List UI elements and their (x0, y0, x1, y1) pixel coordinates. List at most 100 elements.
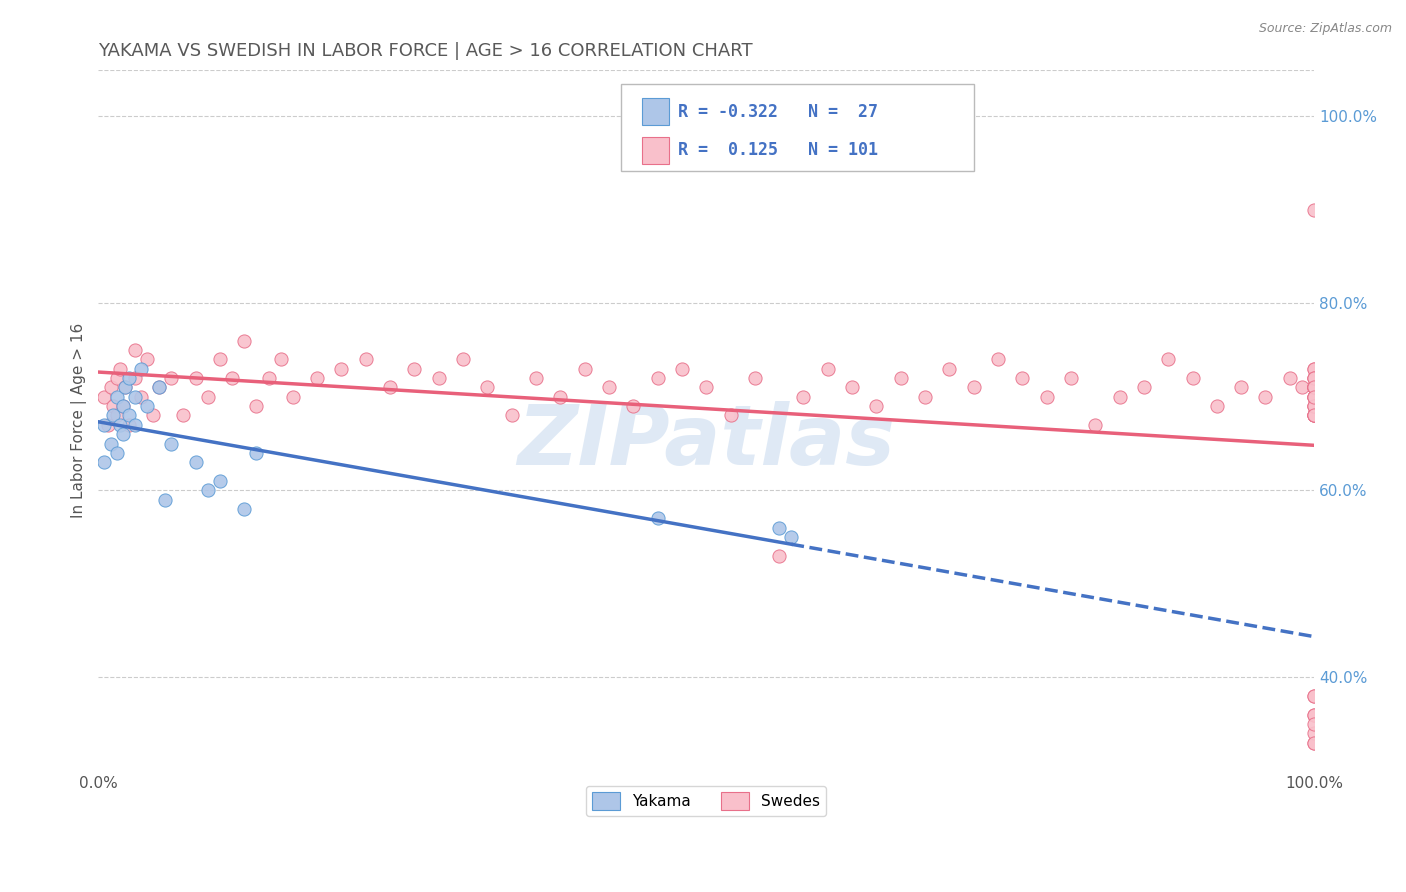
Point (1303, 409, 1326, 423)
Point (1303, 371, 1326, 385)
Point (1303, 689, 1326, 703)
Point (1181, 371, 1204, 385)
Point (1303, 409, 1326, 423)
Point (1230, 380, 1253, 394)
Point (1303, 399, 1326, 413)
Point (270, 352, 292, 367)
Point (695, 380, 717, 394)
Point (647, 371, 669, 385)
Point (427, 371, 450, 385)
Point (110, 417, 132, 432)
Point (598, 380, 620, 394)
Point (155, 492, 177, 507)
Point (129, 390, 152, 404)
Point (1303, 736, 1326, 750)
Point (208, 352, 231, 367)
Point (111, 399, 134, 413)
Point (1303, 390, 1326, 404)
Point (124, 371, 146, 385)
Point (105, 390, 128, 404)
Point (768, 549, 790, 563)
Point (1303, 736, 1326, 750)
Point (1303, 399, 1326, 413)
Point (621, 399, 644, 413)
Point (1303, 399, 1326, 413)
Point (1303, 390, 1326, 404)
Point (378, 380, 401, 394)
Point (963, 380, 986, 394)
Point (524, 371, 547, 385)
Point (1303, 409, 1326, 423)
Point (307, 371, 329, 385)
Point (404, 361, 426, 376)
Point (1084, 417, 1107, 432)
Point (129, 361, 152, 376)
Point (1205, 399, 1227, 413)
Point (105, 409, 128, 423)
Point (647, 511, 669, 525)
Point (118, 371, 141, 385)
Point (1303, 707, 1326, 722)
Point (1303, 380, 1326, 394)
Point (987, 352, 1010, 367)
Point (1157, 352, 1180, 367)
Point (841, 380, 863, 394)
Point (1303, 380, 1326, 394)
Point (330, 361, 353, 376)
Point (114, 380, 136, 394)
Point (136, 352, 159, 367)
Point (93, 455, 115, 469)
Point (100, 436, 122, 450)
Point (1303, 409, 1326, 423)
Point (780, 530, 803, 544)
Point (1303, 380, 1326, 394)
Point (105, 371, 128, 385)
Point (1303, 689, 1326, 703)
Point (281, 390, 304, 404)
Point (451, 352, 474, 367)
Point (105, 446, 128, 460)
Point (914, 390, 936, 404)
FancyBboxPatch shape (621, 84, 974, 171)
Text: ZIPatlas: ZIPatlas (517, 401, 896, 482)
Point (136, 399, 159, 413)
Legend: Yakama, Swedes: Yakama, Swedes (586, 786, 827, 815)
Point (110, 361, 132, 376)
Point (744, 371, 766, 385)
Point (817, 361, 839, 376)
Point (118, 409, 141, 423)
Point (1303, 726, 1326, 740)
Point (792, 390, 814, 404)
Point (477, 380, 499, 394)
Point (1303, 202, 1326, 217)
Point (1011, 371, 1033, 385)
Point (768, 521, 790, 535)
Text: YAKAMA VS SWEDISH IN LABOR FORCE | AGE > 16 CORRELATION CHART: YAKAMA VS SWEDISH IN LABOR FORCE | AGE >… (98, 42, 754, 60)
Point (1035, 390, 1057, 404)
Point (550, 390, 572, 404)
Point (501, 409, 523, 423)
Point (221, 371, 243, 385)
Point (1060, 371, 1083, 385)
Point (124, 343, 146, 357)
Point (184, 371, 207, 385)
Point (197, 483, 219, 498)
Point (148, 380, 170, 394)
Point (93, 417, 115, 432)
Text: Source: ZipAtlas.com: Source: ZipAtlas.com (1258, 22, 1392, 36)
Point (101, 399, 124, 413)
Point (124, 390, 146, 404)
Point (1108, 390, 1130, 404)
Text: R = -0.322   N =  27: R = -0.322 N = 27 (678, 103, 879, 120)
Point (1303, 707, 1326, 722)
Point (1303, 380, 1326, 394)
Point (233, 334, 256, 348)
Point (245, 399, 267, 413)
Text: R =  0.125   N = 101: R = 0.125 N = 101 (678, 141, 879, 160)
Point (865, 399, 887, 413)
Point (1133, 380, 1156, 394)
Point (124, 417, 146, 432)
Point (111, 399, 134, 413)
Point (114, 380, 136, 394)
Point (97, 417, 120, 432)
